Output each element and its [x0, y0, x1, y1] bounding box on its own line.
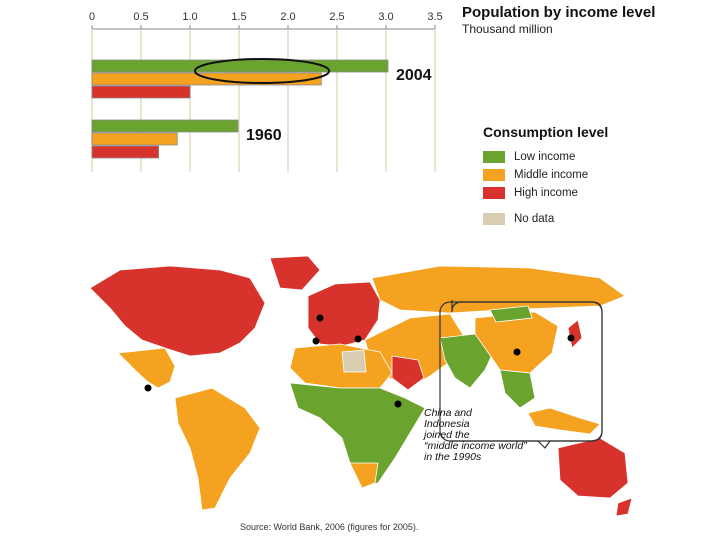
chart-title: Population by income level	[462, 4, 656, 21]
map-region-saudi-arabia	[391, 355, 425, 391]
map-region-sub-saharan-africa	[289, 382, 426, 487]
x-tick-label: 3.0	[378, 11, 393, 23]
source-note: Source: World Bank, 2006 (figures for 20…	[240, 522, 419, 532]
map-region-south-america	[174, 387, 261, 511]
legend-label-high-income: High income	[514, 187, 578, 199]
legend-label-middle-income: Middle income	[514, 169, 589, 181]
annotation-line: China and	[424, 407, 473, 419]
bar-low-income-1960	[91, 119, 239, 133]
x-tick-label: 3.5	[427, 11, 442, 23]
legend-swatch-high-income	[483, 187, 505, 199]
map-region-southern-africa	[349, 462, 379, 489]
map-region-russia	[371, 265, 626, 314]
x-tick-label: 0.5	[133, 11, 148, 23]
map-region-north-america	[89, 265, 266, 357]
annotation-line: joined the	[422, 429, 470, 441]
map-region-japan	[567, 319, 583, 349]
legend-item-no-data: No data	[483, 210, 608, 228]
x-tick-label: 1.5	[231, 11, 246, 23]
x-tick-label: 0	[89, 11, 95, 23]
x-tick-label: 2.0	[280, 11, 295, 23]
legend-swatch-middle-income	[483, 169, 505, 181]
bar-chart: 0 0.5 1.0 1.5 2.0 2.5 3.0 3.5 2004 1960	[89, 11, 443, 172]
legend-item-low-income: Low income	[483, 148, 608, 166]
x-tick-label: 1.0	[182, 11, 197, 23]
map-dot	[513, 348, 521, 356]
map-region-central-america	[117, 347, 176, 389]
x-tick-label: 2.5	[329, 11, 344, 23]
map-region-indonesia	[527, 407, 601, 435]
annotation-line: “middle income world”	[424, 440, 527, 452]
map-region-greenland	[269, 255, 321, 291]
highlight-ellipse	[193, 58, 331, 84]
map-region-new-zealand	[615, 497, 633, 517]
legend-swatch-low-income	[483, 151, 505, 163]
map-dot	[394, 400, 402, 408]
legend: Consumption level Low income Middle inco…	[483, 124, 608, 228]
category-label-2004: 2004	[396, 67, 432, 84]
legend-item-middle-income: Middle income	[483, 166, 608, 184]
annotation-line: Indonesia	[424, 418, 470, 430]
legend-item-high-income: High income	[483, 184, 608, 202]
legend-swatch-no-data	[483, 213, 505, 225]
map-dot	[312, 337, 320, 345]
bar-low-income-2004	[91, 59, 389, 73]
world-income-map: China and Indonesia joined the “middle i…	[89, 255, 633, 517]
map-dot	[144, 384, 152, 392]
bar-middle-income-1960	[91, 132, 178, 146]
map-dot	[354, 335, 362, 343]
map-region-australia	[557, 437, 629, 499]
legend-label-no-data: No data	[514, 213, 555, 225]
category-label-1960: 1960	[246, 127, 282, 144]
bar-high-income-2004	[91, 85, 191, 99]
callout-box-outline	[439, 301, 603, 442]
map-region-southeast-asia	[499, 369, 536, 409]
annotation-line: in the 1990s	[424, 451, 482, 463]
map-region-europe	[307, 281, 381, 347]
map-region-mongolia	[489, 305, 533, 323]
map-dot	[316, 314, 324, 322]
legend-label-low-income: Low income	[514, 151, 576, 163]
legend-title: Consumption level	[483, 124, 609, 140]
map-dot	[567, 334, 575, 342]
chart-subtitle: Thousand million	[462, 22, 553, 36]
map-region-no-data	[341, 349, 367, 373]
bar-middle-income-2004	[91, 72, 322, 86]
bar-high-income-1960	[91, 145, 160, 159]
annotation-text: China and Indonesia joined the “middle i…	[422, 407, 530, 463]
